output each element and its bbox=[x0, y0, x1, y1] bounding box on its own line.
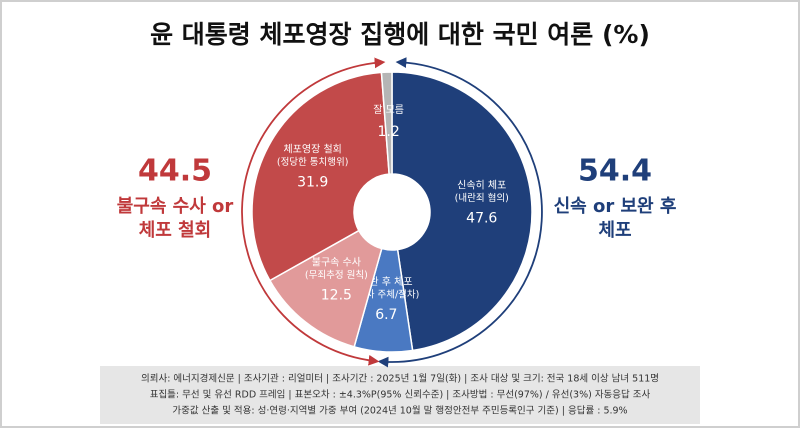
donut-segment bbox=[251, 71, 390, 282]
segment-value: 1.2 bbox=[377, 124, 399, 140]
segment-value: 47.6 bbox=[466, 210, 497, 226]
segment-value: 31.9 bbox=[297, 174, 328, 190]
summary-value: 54.4 bbox=[578, 154, 652, 189]
footer-line: 가중값 산출 및 적용: 성·연령·지역별 가중 부여 (2024년 10월 말… bbox=[172, 405, 627, 417]
segment-name: 신속히 체포 bbox=[457, 179, 506, 191]
segment-value: 12.5 bbox=[321, 288, 352, 304]
segment-value: 6.7 bbox=[375, 307, 397, 323]
summary-label: 체포 철회 bbox=[139, 220, 212, 241]
segment-name: 체포영장 철회 bbox=[283, 143, 341, 155]
chart-title: 윤 대통령 체포영장 집행에 대한 국민 여론 (%) bbox=[150, 20, 650, 49]
group-arc bbox=[377, 57, 543, 368]
segment-note: (정당한 통치행위) bbox=[277, 156, 349, 168]
segment-note: (내란죄 혐의) bbox=[455, 192, 509, 204]
summary-label: 체포 bbox=[598, 220, 631, 241]
summary-label: 불구속 수사 or bbox=[117, 196, 234, 217]
segment-note: (무죄추정 원칙) bbox=[305, 270, 368, 281]
donut-segment bbox=[391, 71, 533, 352]
segment-name: 불구속 수사 bbox=[312, 257, 361, 269]
footer-box bbox=[100, 366, 700, 424]
summary-value: 44.5 bbox=[138, 154, 212, 189]
segment-name: 잘 모름 bbox=[373, 104, 404, 116]
donut-segment bbox=[380, 71, 393, 175]
summary-label: 신속 or 보완 후 bbox=[554, 196, 677, 217]
group-arc bbox=[241, 57, 386, 366]
footer-line: 표집틀: 무선 및 유선 RDD 프레임 | 표본오차 : ±4.3%P(95%… bbox=[150, 389, 651, 401]
donut-segment bbox=[268, 229, 383, 348]
footer-line: 의뢰사: 에너지경제신문 | 조사기관 : 리얼미터 | 조사기간 : 2025… bbox=[141, 373, 659, 385]
